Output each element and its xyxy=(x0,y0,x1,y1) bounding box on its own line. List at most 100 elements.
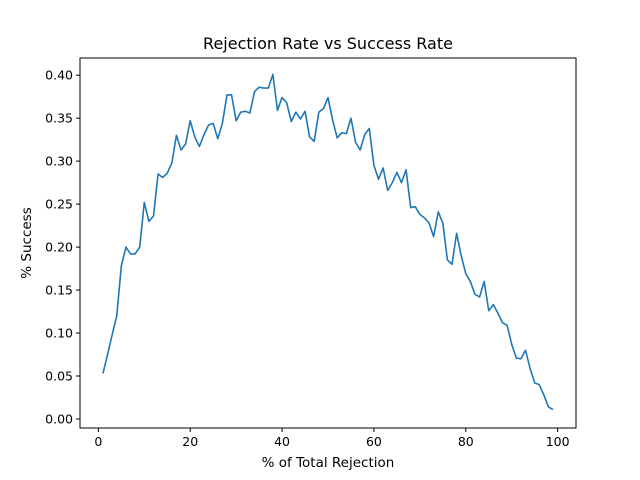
y-tick-label: 0.35 xyxy=(45,111,73,126)
data-point xyxy=(460,255,462,257)
data-point xyxy=(194,136,196,138)
data-point xyxy=(107,354,109,356)
data-point xyxy=(254,91,256,93)
data-point xyxy=(176,135,178,137)
data-point xyxy=(474,294,476,296)
data-point xyxy=(281,97,283,99)
data-point xyxy=(396,172,398,174)
y-tick-label: 0.10 xyxy=(45,326,73,341)
data-point xyxy=(134,253,136,255)
x-tick-label: 0 xyxy=(94,434,102,449)
data-point xyxy=(263,87,265,89)
data-point xyxy=(369,128,371,130)
data-point xyxy=(410,207,412,209)
data-point xyxy=(534,382,536,384)
data-point xyxy=(355,141,357,143)
data-point xyxy=(148,221,150,223)
data-point xyxy=(488,310,490,312)
data-point xyxy=(552,409,554,411)
data-point xyxy=(350,117,352,119)
y-tick-label: 0.05 xyxy=(45,369,73,384)
data-point xyxy=(516,357,518,359)
y-tick-label: 0.25 xyxy=(45,197,73,212)
data-point xyxy=(249,112,251,114)
data-point xyxy=(217,138,219,140)
y-tick-label: 0.20 xyxy=(45,240,73,255)
data-point xyxy=(332,119,334,121)
data-point xyxy=(130,253,132,255)
data-point xyxy=(543,394,545,396)
data-point xyxy=(502,322,504,324)
data-point xyxy=(364,134,366,136)
series-line-0 xyxy=(102,73,554,411)
data-point xyxy=(392,182,394,184)
data-point xyxy=(272,74,274,76)
data-point xyxy=(456,233,458,235)
x-axis-label: % of Total Rejection xyxy=(262,455,395,471)
data-point xyxy=(304,110,306,112)
x-axis: 0 20 40 60 80 100 xyxy=(94,428,570,449)
data-point xyxy=(116,315,118,317)
data-point xyxy=(121,265,123,267)
y-axis-label: % Success xyxy=(19,207,35,278)
data-point xyxy=(414,206,416,208)
data-point xyxy=(506,324,508,326)
data-point xyxy=(401,182,403,184)
data-point xyxy=(451,263,453,265)
data-point xyxy=(157,173,159,175)
plot-area xyxy=(102,73,554,411)
data-point xyxy=(162,177,164,179)
data-point xyxy=(313,141,315,143)
y-tick-label: 0.15 xyxy=(45,283,73,298)
data-point xyxy=(199,146,201,148)
data-point xyxy=(327,97,329,99)
data-point xyxy=(341,132,343,134)
data-point xyxy=(359,149,361,151)
data-point xyxy=(295,111,297,113)
data-point xyxy=(111,334,113,336)
data-point xyxy=(548,406,550,408)
data-point xyxy=(442,222,444,224)
data-point xyxy=(497,312,499,314)
data-point xyxy=(144,202,146,204)
data-point xyxy=(153,215,155,217)
data-point xyxy=(300,118,302,120)
data-point xyxy=(286,102,288,104)
data-point xyxy=(203,134,205,136)
data-point xyxy=(433,236,435,238)
data-point xyxy=(171,162,173,164)
data-point xyxy=(511,343,513,345)
data-point xyxy=(208,124,210,126)
data-point xyxy=(226,94,228,96)
data-point xyxy=(405,169,407,171)
data-point xyxy=(493,304,495,306)
data-point xyxy=(373,165,375,167)
chart-title: Rejection Rate vs Success Rate xyxy=(203,34,453,53)
data-point xyxy=(529,367,531,369)
x-tick-label: 100 xyxy=(546,434,570,449)
data-point xyxy=(428,222,430,224)
data-point xyxy=(483,281,485,283)
data-point xyxy=(437,211,439,213)
data-point xyxy=(378,178,380,180)
x-tick-label: 20 xyxy=(182,434,198,449)
data-point xyxy=(185,143,187,145)
data-point xyxy=(387,190,389,192)
data-point xyxy=(470,281,472,283)
data-point xyxy=(102,373,104,375)
data-point xyxy=(525,349,527,351)
data-point xyxy=(231,94,233,96)
x-tick-label: 60 xyxy=(366,434,382,449)
data-point xyxy=(290,121,292,123)
data-point xyxy=(382,167,384,169)
data-point xyxy=(277,110,279,112)
plot-frame xyxy=(79,57,577,429)
y-tick-label: 0.40 xyxy=(45,68,73,83)
data-point xyxy=(309,136,311,138)
data-point xyxy=(323,108,325,110)
data-point xyxy=(465,273,467,275)
data-point xyxy=(479,296,481,298)
data-point xyxy=(318,111,320,113)
